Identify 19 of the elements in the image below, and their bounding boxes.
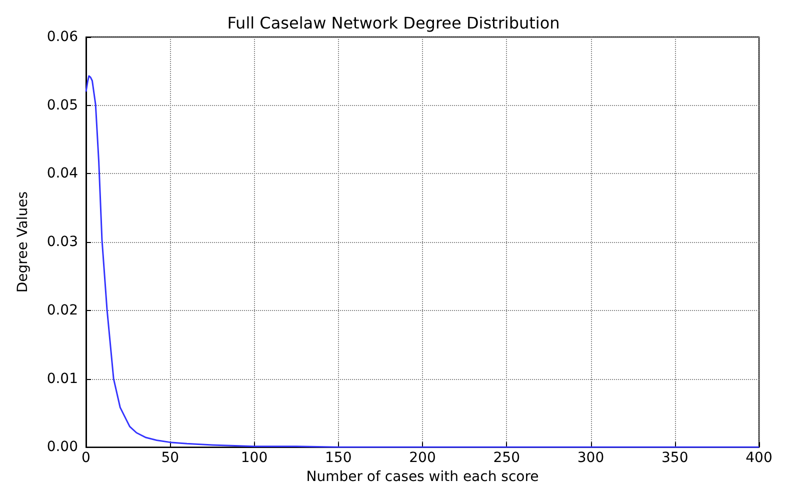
y-tick-label: 0.04 xyxy=(46,166,78,182)
x-tick-label: 200 xyxy=(409,450,436,466)
y-tick-label: 0.03 xyxy=(46,234,78,250)
x-tick-label: 0 xyxy=(82,450,90,466)
x-axis-title: Number of cases with each score xyxy=(306,469,539,485)
x-tick-label: 150 xyxy=(325,450,352,466)
x-tick-label: 100 xyxy=(240,450,268,466)
y-tick-label: 0.06 xyxy=(46,29,78,45)
x-tick-label: 250 xyxy=(493,450,520,466)
y-tick-label: 0.01 xyxy=(46,370,78,387)
x-tick-label: 300 xyxy=(577,450,604,466)
y-tick-label: 0.05 xyxy=(46,97,78,114)
x-tick-label: 50 xyxy=(161,450,180,466)
y-axis-title: Degree Values xyxy=(15,191,31,293)
x-tick-label: 350 xyxy=(662,450,688,466)
chart-title: Full Caselaw Network Degree Distribution xyxy=(227,14,560,32)
y-tick-label: 0.00 xyxy=(46,439,78,456)
x-tick-label: 400 xyxy=(746,450,772,466)
y-tick-label: 0.02 xyxy=(46,302,78,318)
